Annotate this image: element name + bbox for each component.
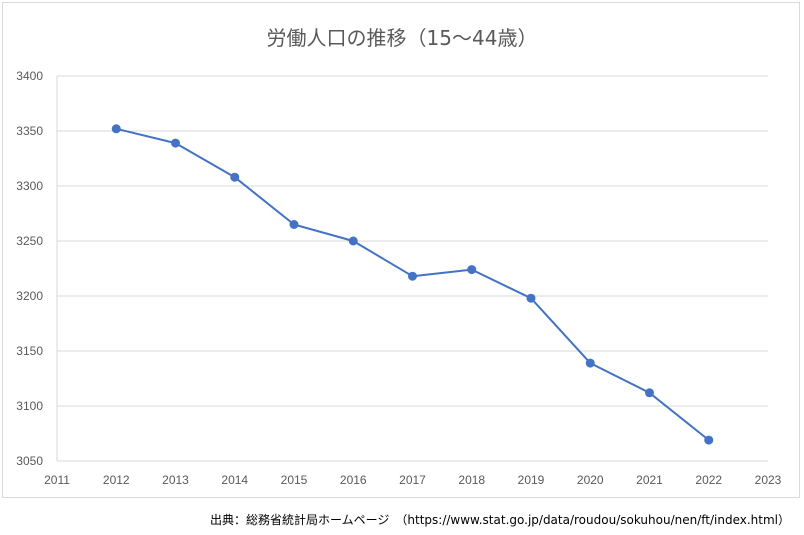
x-tick-label: 2015 xyxy=(281,473,308,487)
x-tick-label: 2011 xyxy=(44,473,70,487)
x-tick-label: 2023 xyxy=(755,473,782,487)
x-tick-label: 2014 xyxy=(221,473,248,487)
data-point xyxy=(526,293,536,303)
x-tick-label: 2013 xyxy=(162,473,189,487)
series-line xyxy=(116,127,710,441)
data-point xyxy=(645,388,654,398)
y-tick-label: 3250 xyxy=(16,234,43,248)
data-point xyxy=(408,271,417,281)
x-tick-label: 2012 xyxy=(103,473,130,487)
x-tick-label: 2020 xyxy=(577,473,604,487)
x-tick-label: 2018 xyxy=(458,473,485,487)
x-tick-label: 2022 xyxy=(695,473,722,487)
data-point xyxy=(467,265,477,275)
y-tick-label: 3300 xyxy=(16,179,43,193)
x-tick-label: 2017 xyxy=(399,473,426,487)
y-tick-label: 3350 xyxy=(16,124,43,138)
y-tick-label: 3200 xyxy=(16,289,43,303)
data-point xyxy=(171,138,180,148)
y-tick-label: 3100 xyxy=(16,399,43,413)
data-point xyxy=(289,220,299,229)
y-tick-label: 3400 xyxy=(16,69,43,83)
chart-frame xyxy=(2,2,800,498)
data-point xyxy=(111,124,121,134)
y-tick-label: 3150 xyxy=(16,344,43,358)
y-tick-label: 3050 xyxy=(16,454,43,468)
data-point xyxy=(230,172,240,182)
data-point xyxy=(585,358,595,368)
source-citation: 出典：総務省統計局ホームページ （https://www.stat.go.jp/… xyxy=(209,513,790,527)
data-point xyxy=(704,435,714,445)
x-tick-label: 2021 xyxy=(636,473,663,487)
chart-title: 労働人口の推移（15～44歳） xyxy=(266,26,538,50)
x-tick-label: 2019 xyxy=(518,473,545,487)
data-point xyxy=(348,236,358,246)
x-tick-label: 2016 xyxy=(340,473,367,487)
